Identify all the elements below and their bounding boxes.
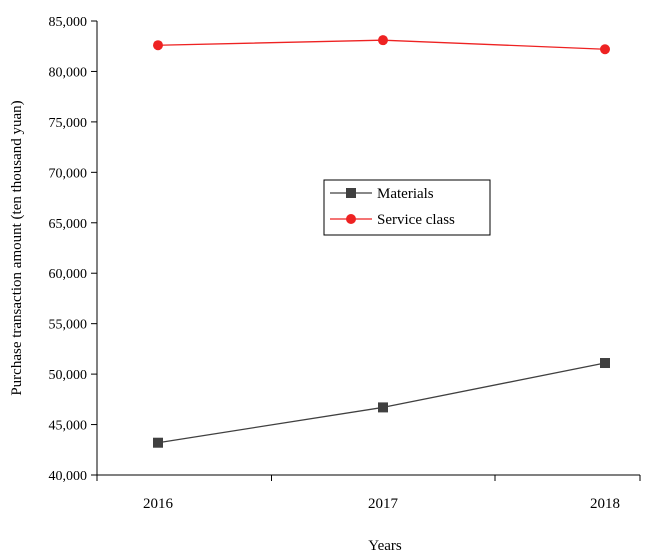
y-tick-label: 50,000 bbox=[49, 368, 88, 383]
y-tick-label: 55,000 bbox=[49, 318, 88, 333]
x-tick-label: 2018 bbox=[590, 496, 620, 512]
data-point bbox=[153, 40, 163, 51]
series-service-class bbox=[153, 35, 610, 55]
y-tick-label: 60,000 bbox=[49, 267, 88, 282]
data-point bbox=[153, 437, 163, 448]
legend-marker bbox=[346, 214, 356, 224]
legend-label: Materials bbox=[377, 186, 434, 202]
axes bbox=[96, 21, 640, 476]
y-tick-label: 75,000 bbox=[49, 116, 88, 131]
x-tick-label: 2017 bbox=[368, 496, 399, 512]
x-axis-ticks: 2016 2017 2018 bbox=[96, 475, 641, 512]
data-point bbox=[378, 35, 388, 46]
legend: Materials Service class bbox=[323, 179, 491, 236]
data-point bbox=[600, 44, 610, 55]
data-point bbox=[378, 402, 388, 413]
legend-marker bbox=[346, 188, 356, 198]
y-axis-ticks: 40,000 45,000 50,000 55,000 60,000 65,000 70,0… bbox=[49, 15, 97, 484]
y-tick-label: 70,000 bbox=[49, 166, 88, 181]
y-axis-label: Purchase transaction amount (ten thousan… bbox=[9, 100, 25, 395]
y-tick-label: 45,000 bbox=[49, 419, 88, 434]
x-tick-label: 2016 bbox=[143, 496, 174, 512]
data-point bbox=[600, 358, 610, 369]
y-tick-label: 85,000 bbox=[49, 15, 88, 30]
legend-item: Materials bbox=[330, 186, 434, 202]
y-tick-label: 40,000 bbox=[49, 469, 88, 484]
series-materials bbox=[153, 358, 610, 448]
x-axis-label: Years bbox=[368, 538, 402, 553]
y-tick-label: 80,000 bbox=[49, 65, 88, 80]
legend-item: Service class bbox=[330, 212, 455, 228]
legend-label: Service class bbox=[377, 212, 455, 228]
y-tick-label: 65,000 bbox=[49, 217, 88, 232]
series bbox=[153, 35, 610, 448]
